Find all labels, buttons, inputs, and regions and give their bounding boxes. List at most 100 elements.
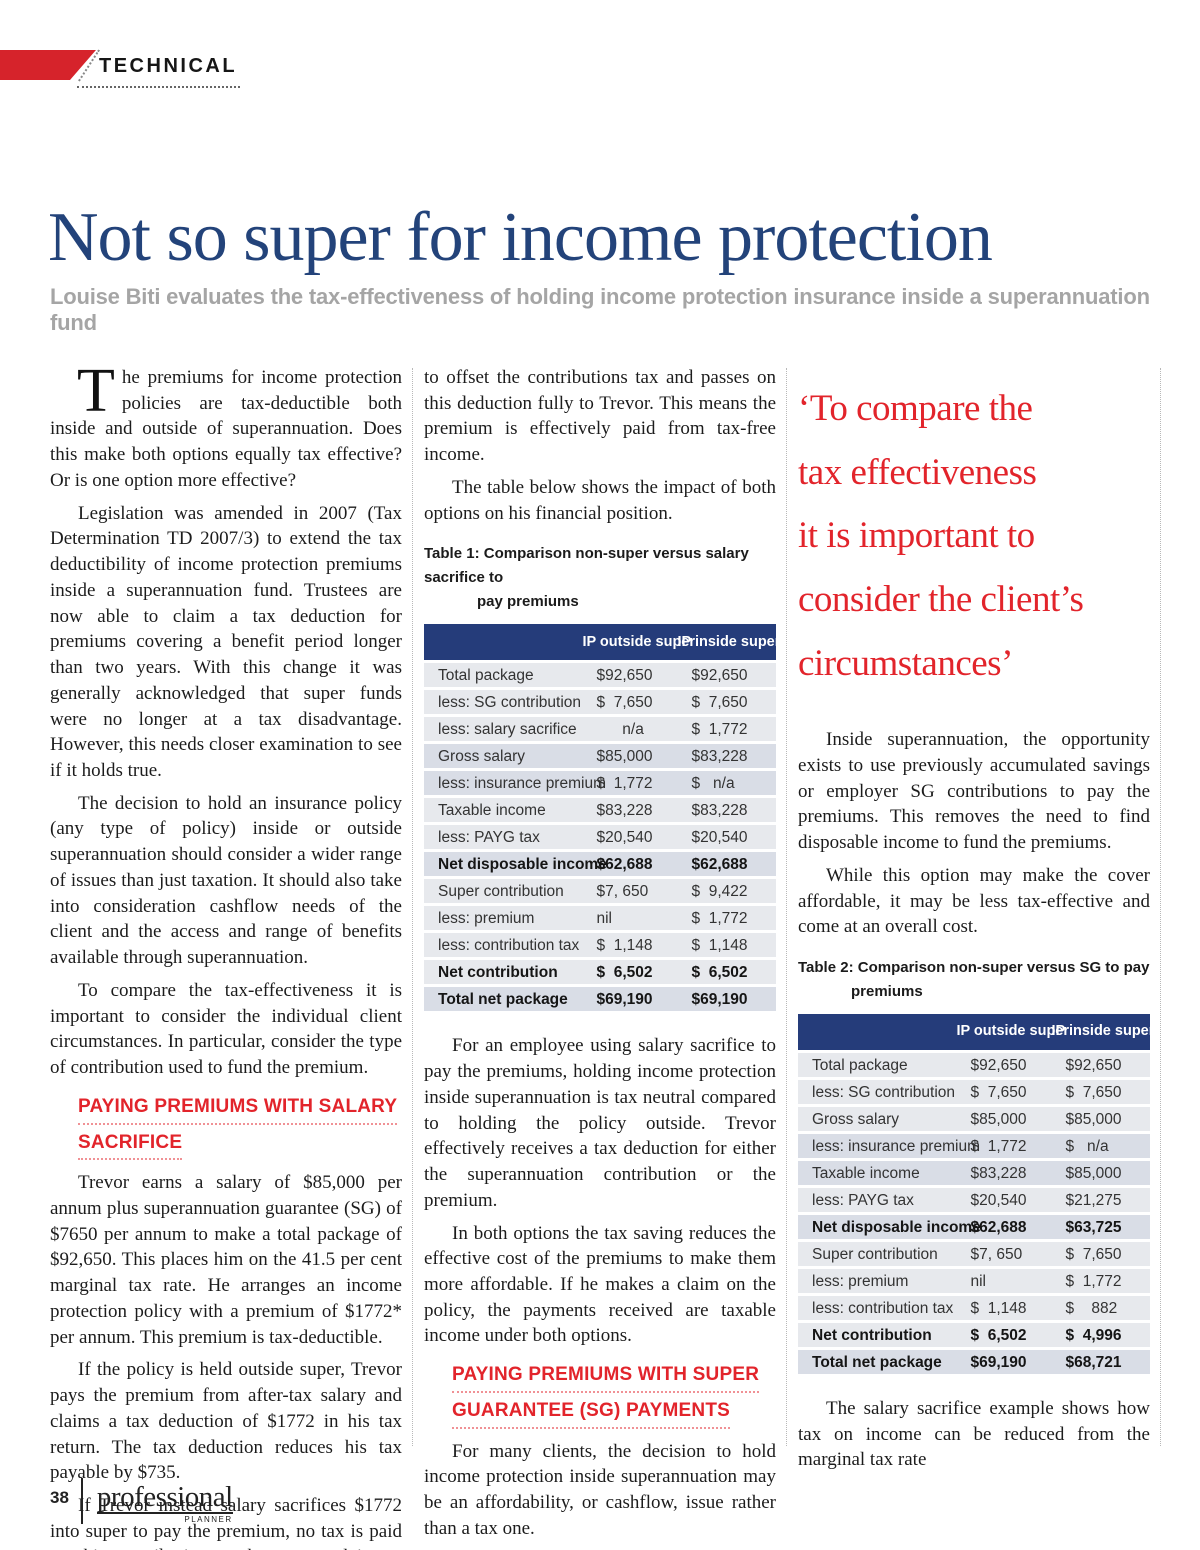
section-heading: PAYING PREMIUMS WITH SALARY SACRIFICE [50,1095,402,1161]
row-value-outside: $62,688 [596,855,653,873]
paragraph: The table below shows the impact of both… [424,476,776,524]
magazine-logo-subname: PLANNER [184,1515,233,1525]
table-row: Gross salary $85,000 $85,000 [798,1107,1150,1131]
paragraph: If Trevor instead salary sacrifices $177… [50,1495,402,1550]
table-row: Total package $92,650 $92,650 [424,663,776,688]
magazine-logo: professional PLANNER [96,1481,233,1525]
row-value-outside: $7, 650 [596,882,649,900]
comparison-table: IP outside super IP inside super Total pac… [798,1014,1155,1374]
section-heading-line: PAYING PREMIUMS WITH SALARY [78,1095,398,1125]
row-label: less: salary sacrifice [438,720,577,738]
row-value-inside: $ 6,502 [691,963,748,981]
drop-cap: T [77,357,115,425]
row-value-outside: nil [970,1272,986,1290]
table-header-cell: IP inside super [1051,1023,1155,1040]
row-label: Super contribution [812,1245,938,1263]
table-row: Net disposable income $62,688 $62,688 [424,852,776,877]
row-value-outside: $ 1,772 [970,1137,1027,1155]
row-value-outside: $ 1,772 [596,774,653,792]
row-label: Total net package [812,1353,942,1371]
row-label: Total package [812,1056,908,1074]
pull-quote-line: consider the client’s [798,578,1084,620]
page-footer: 38 professional PLANNER [50,1478,233,1524]
table-row: less: PAYG tax $20,540 $21,275 [798,1188,1150,1212]
table-row: Taxable income $83,228 $85,000 [798,1161,1150,1185]
table-caption: Table 2: Comparison non-super versus SG … [798,956,1150,1004]
row-label: less: premium [812,1272,909,1290]
magazine-logo-word: professional [96,1481,233,1515]
row-value-inside: $ 9,422 [691,882,748,900]
section-heading: PAYING PREMIUMS WITH SUPER GUARANTEE (SG)… [424,1363,776,1429]
table-header-cell: IP inside super [677,633,781,650]
row-value-inside: $92,650 [691,666,748,684]
row-value-inside: $85,000 [1065,1110,1122,1128]
row-value-inside: $20,540 [691,828,748,846]
row-value-outside: $69,190 [596,990,653,1008]
paragraph: For many clients, the decision to hold i… [424,1440,776,1539]
table-row: Net disposable income $62,688 $63,725 [798,1215,1150,1239]
row-value-outside: $20,540 [596,828,653,846]
row-value-outside: $92,650 [596,666,653,684]
row-value-inside: $83,228 [691,801,748,819]
row-value-outside: $83,228 [596,801,653,819]
paragraph: While this option may make the cover aff… [798,864,1150,938]
row-label: Gross salary [812,1110,899,1128]
row-value-outside: $ 6,502 [596,963,653,981]
row-value-inside: $92,650 [1065,1056,1122,1074]
row-value-outside: $62,688 [970,1218,1027,1236]
row-value-inside: $ 882 [1065,1299,1118,1317]
footer-divider [80,1478,83,1524]
row-label: less: SG contribution [438,693,582,711]
row-value-inside: $ 4,996 [1065,1326,1122,1344]
pull-quote-line: circumstances’ [798,642,1013,684]
pull-quote-line: tax effectiveness [798,451,1037,493]
table-caption-line: Table 2: Comparison non-super versus SG … [798,959,1150,976]
body-column-2: to offset the contributions tax and pass… [424,365,781,1549]
row-label: Super contribution [438,882,564,900]
column-divider [786,368,787,1446]
table-row: Total package $92,650 $92,650 [798,1053,1150,1077]
row-value-inside: $62,688 [691,855,748,873]
paragraph: If the policy is held outside super, Tre… [50,1359,402,1484]
article-title: Not so super for income protection [48,198,993,276]
table-row: less: insurance premium $ 1,772 $ n/a [798,1134,1150,1158]
section-heading-line: PAYING PREMIUMS WITH SUPER [452,1363,760,1393]
pull-quote-line: ‘To compare the [798,388,1033,429]
table-row: Taxable income $83,228 $83,228 [424,798,776,823]
section-heading-line: GUARANTEE (SG) PAYMENTS [452,1399,731,1429]
table-row: Net contribution $ 6,502 $ 4,996 [798,1323,1150,1347]
table-caption-line: pay premiums [477,593,579,611]
table-header-cell: IP outside super [582,633,696,650]
row-value-inside: $ n/a [691,774,735,792]
table-row: Super contribution $7, 650 $ 9,422 [424,879,776,904]
comparison-table: IP outside super IP inside super Total pac… [424,624,781,1012]
article-standfirst: Louise Biti evaluates the tax-effectiven… [50,284,1150,335]
row-value-outside: $7, 650 [970,1245,1023,1263]
table-row: Total net package $69,190 $68,721 [798,1350,1150,1374]
row-value-outside: $85,000 [970,1110,1027,1128]
table-row: Super contribution $7, 650 $ 7,650 [798,1242,1150,1266]
table-row: less: SG contribution $ 7,650 $ 7,650 [424,690,776,715]
row-value-inside: $69,190 [691,990,748,1008]
row-value-inside: $21,275 [1065,1191,1122,1209]
paragraph: To compare the tax-effectiveness it is i… [50,979,402,1079]
table-header-row: IP outside super IP inside super [424,624,781,661]
row-value-outside: $ 7,650 [970,1083,1027,1101]
paragraph: The decision to hold an insurance policy… [50,792,402,969]
pull-quote: ‘To compare the tax effectiveness it is im… [798,365,1150,695]
row-value-inside: $ 1,148 [691,936,748,954]
column-divider [412,368,413,1446]
row-value-inside: $83,228 [691,747,748,765]
row-value-outside: $ 1,148 [970,1299,1027,1317]
row-value-inside: $ 1,772 [1065,1272,1122,1290]
row-value-outside: $69,190 [970,1353,1027,1371]
paragraph: Inside superannuation, the opportunity e… [798,729,1150,854]
row-value-inside: $ 7,650 [1065,1083,1122,1101]
row-value-outside: $92,650 [970,1056,1027,1074]
section-heading-line: SACRIFICE [78,1131,183,1161]
column-divider [1160,368,1161,1446]
row-label: less: SG contribution [812,1083,956,1101]
row-label: Net contribution [438,963,558,981]
